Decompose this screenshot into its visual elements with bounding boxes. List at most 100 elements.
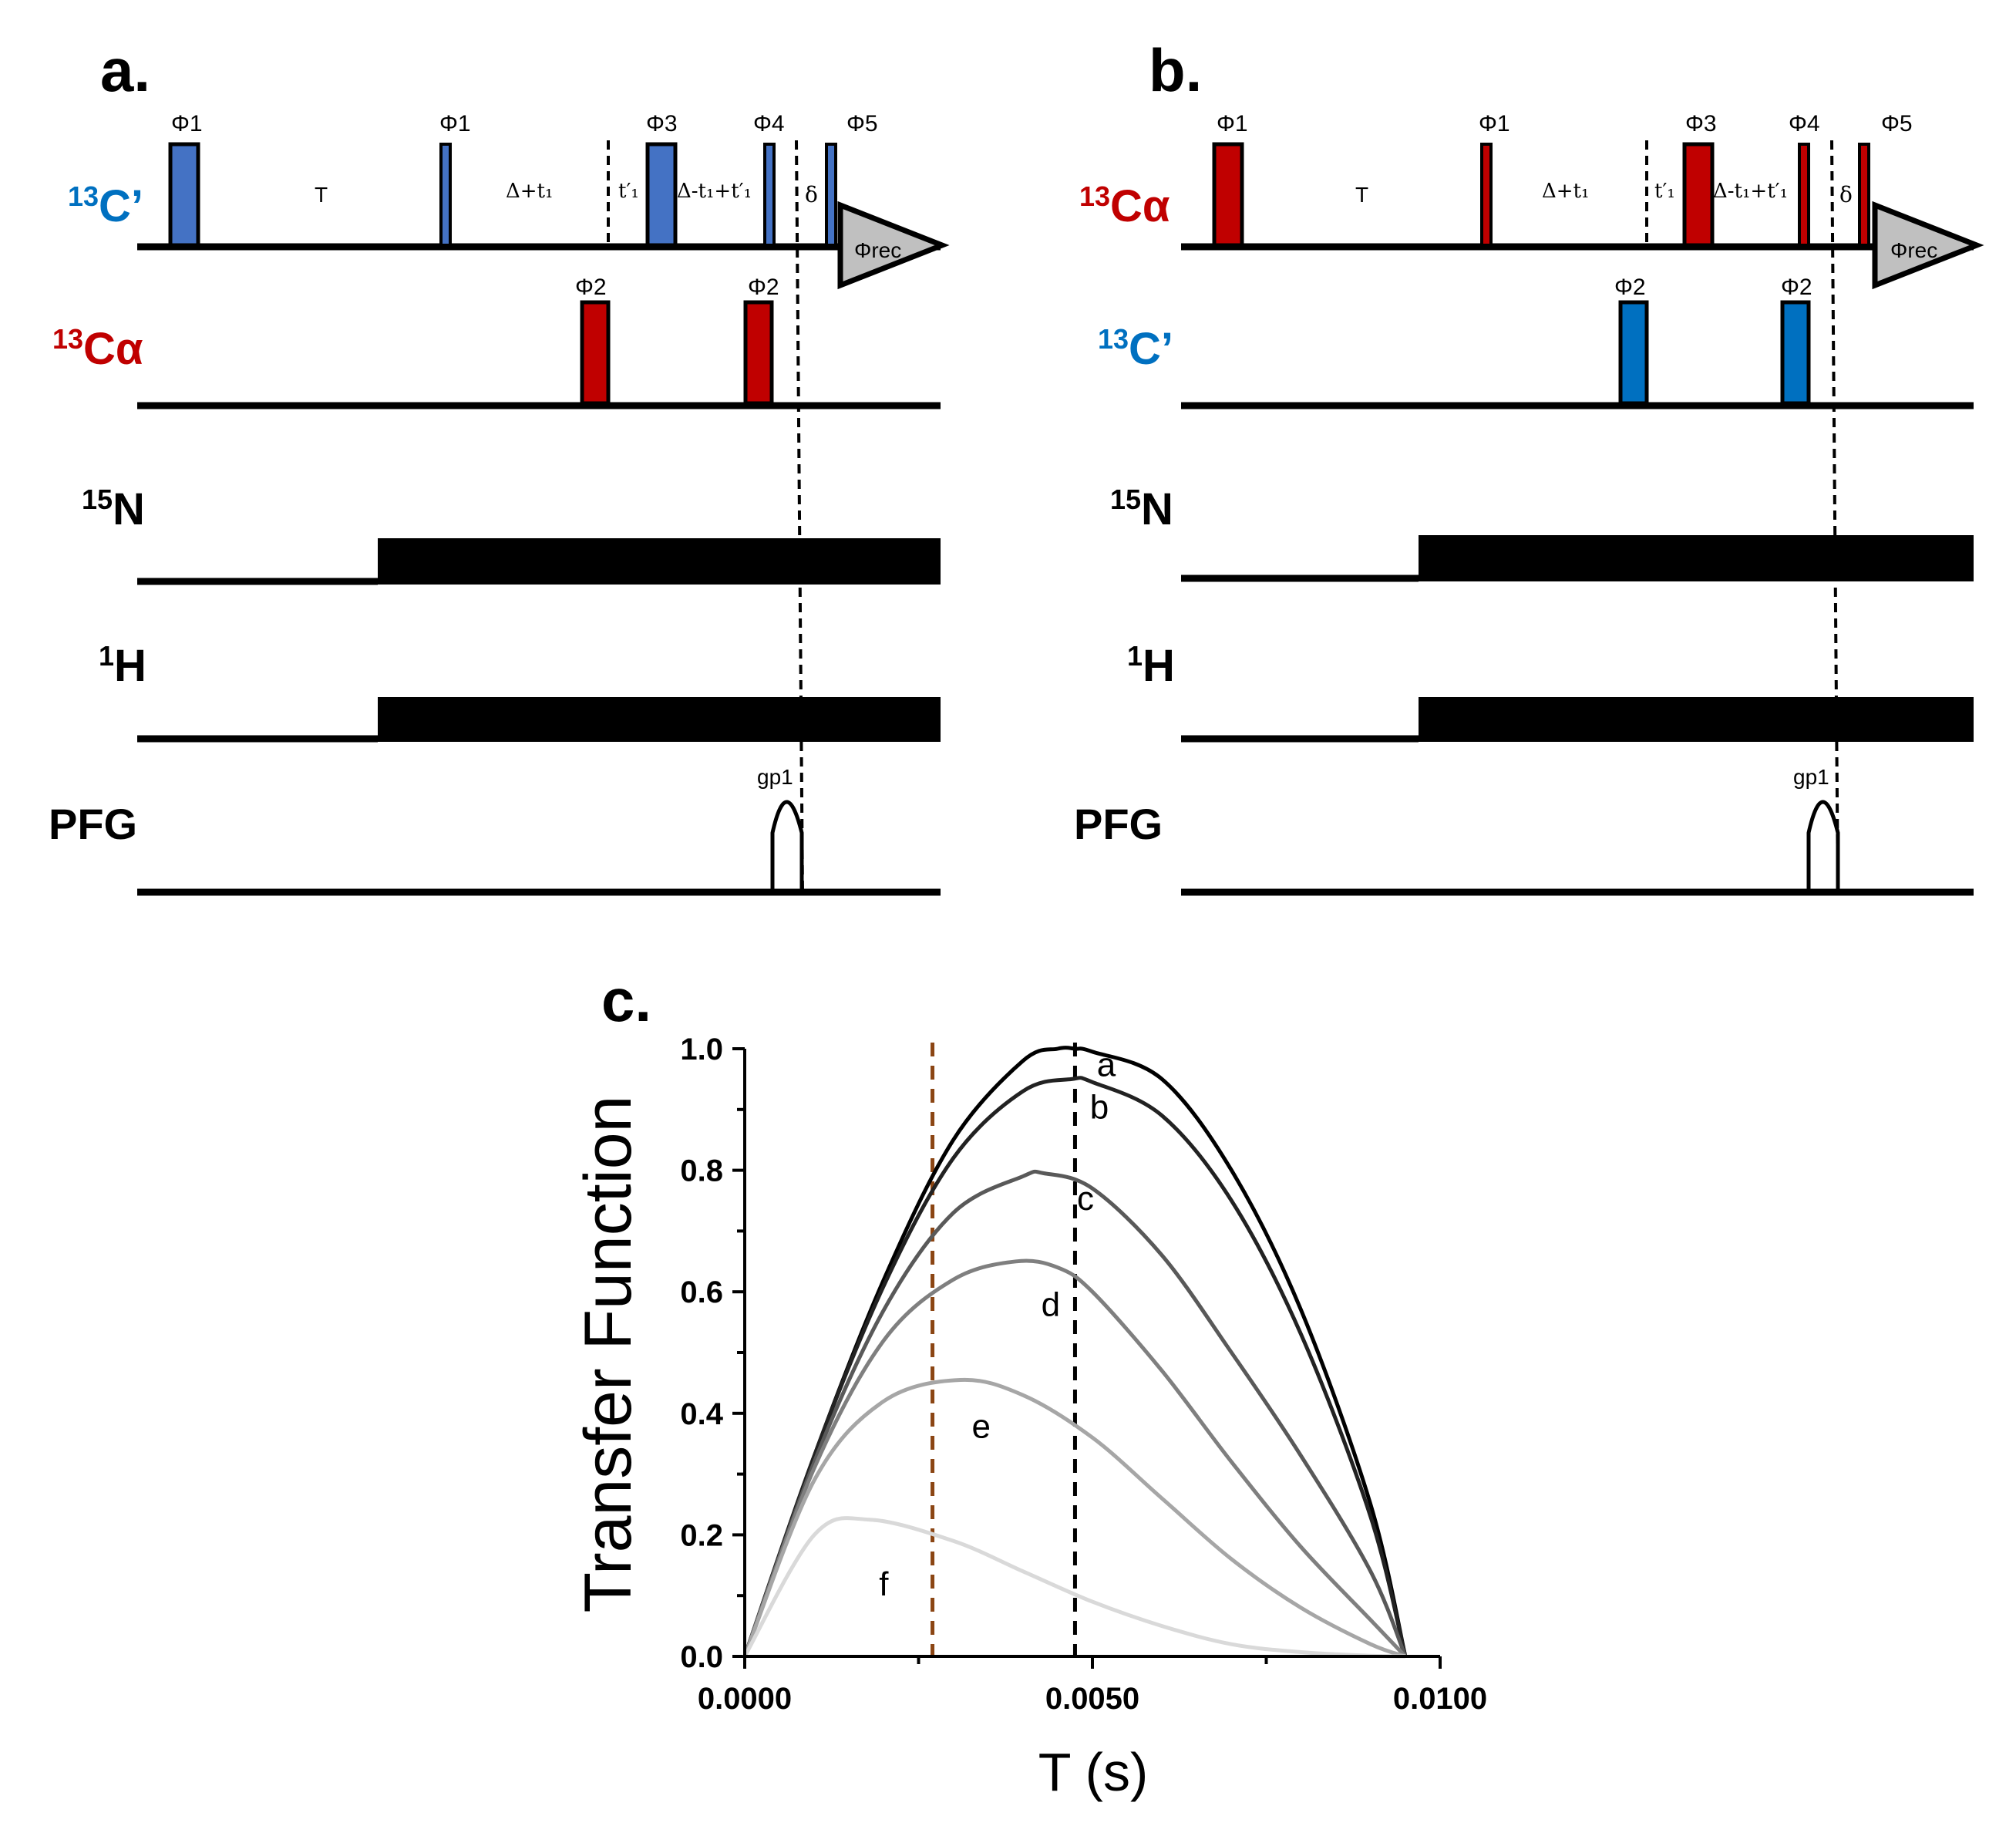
pulse-13c-prime-phi5 (825, 143, 837, 247)
delay-label-small-delta: δ (805, 182, 818, 207)
pulse-13c-prime-phi2-b (1780, 300, 1811, 406)
phase-label-phi5: Φ5 (846, 111, 878, 136)
decoupling-block-1h (378, 697, 941, 742)
nucleus-name: Cα (1110, 181, 1170, 231)
receiver-triangle (837, 200, 950, 290)
channel-label-pfg: PFG (49, 800, 137, 848)
nucleus-name: N (1141, 484, 1173, 534)
nucleus-name: C’ (99, 181, 143, 231)
curve-labels: ab c d e f (879, 1046, 1116, 1603)
y-tick-label: 0.2 (680, 1518, 723, 1552)
x-tick-label: 0.0050 (1045, 1682, 1139, 1716)
pulse-13c-prime-phi2-a (1618, 300, 1649, 406)
pulse-13c-alpha-phi2-b (743, 300, 774, 406)
curve-label-d: d (1042, 1286, 1060, 1324)
isotope-superscript: 15 (82, 483, 113, 515)
curve-d (742, 1258, 1407, 1658)
panel-c-label: c. (601, 966, 651, 1034)
curve-c (742, 1169, 1408, 1657)
delay-label-t1-prime: t′₁ (1654, 180, 1675, 203)
delay-label-small-delta: δ (1839, 182, 1853, 207)
phase-label-phi4: Φ4 (1789, 111, 1820, 136)
panel-a-label: a. (100, 36, 150, 104)
y-tick-labels: 0.0 0.2 0.4 0.6 0.8 1.0 (680, 1033, 723, 1674)
pulse-13c-alpha-phi2-a (580, 300, 611, 406)
nucleus-name: H (114, 641, 146, 691)
receiver-phase-label: Φrec (854, 238, 901, 262)
channel-label-13c-prime: 13C’ (68, 180, 143, 231)
pulse-13c-prime-phi1-b (439, 143, 452, 247)
phase-label-phi1-b: Φ1 (1479, 111, 1510, 136)
delay-label-t1-prime: t′₁ (618, 180, 639, 203)
pulse-13c-alpha-phi5 (1858, 143, 1870, 247)
phase-label-phi3: Φ3 (646, 111, 678, 136)
curve-label-c: c (1077, 1180, 1094, 1218)
channel-label-15n: 15N (1110, 483, 1173, 534)
panel-a: a. 13C’ 13Cα 15N 1H PFG (49, 36, 950, 896)
channel-label-15n: 15N (82, 483, 145, 534)
isotope-superscript: 13 (68, 180, 99, 212)
gradient-pulse-gp1 (1806, 800, 1840, 891)
isotope-superscript: 1 (1127, 640, 1143, 672)
pulse-13c-prime-phi4 (763, 143, 776, 247)
panel-c: c. 0.0000 0.0050 0.0100 0.0 0.2 0.4 0.6 0.8 1.0… (571, 966, 1487, 1802)
dashed-marker-acq (1830, 140, 1839, 893)
pulse-13c-prime-phi1 (168, 142, 200, 248)
curve-label-a: a (1097, 1046, 1116, 1083)
nucleus-name: H (1143, 641, 1175, 691)
isotope-superscript: 13 (1079, 180, 1110, 212)
curve-f (742, 1516, 1405, 1659)
x-axis-label: T (s) (1038, 1742, 1149, 1802)
axis-ticks (732, 1047, 1442, 1669)
receiver-triangle (1872, 200, 1984, 290)
x-tick-label: 0.0100 (1393, 1682, 1487, 1716)
channel-label-13c-alpha: 13Cα (52, 323, 143, 374)
isotope-superscript: 1 (99, 640, 114, 672)
curve-label-f: f (879, 1565, 889, 1603)
nucleus-name: C’ (1129, 324, 1173, 374)
phase-label-phi2-a: Φ2 (1614, 275, 1646, 300)
decoupling-block-1h (1419, 697, 1974, 742)
x-tick-labels: 0.0000 0.0050 0.0100 (698, 1682, 1487, 1716)
channel-label-13c-prime: 13C’ (1098, 323, 1173, 374)
channel-label-1h: 1H (99, 640, 146, 691)
channel-label-pfg: PFG (1074, 800, 1163, 848)
isotope-superscript: 13 (1098, 323, 1129, 355)
curves (742, 1046, 1408, 1659)
decoupling-block-15n (378, 538, 941, 585)
pulse-13c-alpha-phi3 (1682, 142, 1715, 248)
curve-label-b: b (1090, 1089, 1109, 1127)
gradient-pulse-gp1 (770, 800, 804, 891)
channel-label-13c-alpha: 13Cα (1079, 180, 1170, 231)
delay-label-T: T (1355, 183, 1368, 207)
y-tick-label: 0.6 (680, 1275, 723, 1309)
panel-b-label: b. (1149, 36, 1202, 104)
panel-b: b. 13Cα 13C’ 15N 1H PFG Φrec (1074, 36, 1984, 896)
gradient-label: gp1 (1793, 765, 1829, 789)
phase-label-phi4: Φ4 (753, 111, 785, 136)
y-tick-label: 1.0 (680, 1033, 723, 1066)
pulse-13c-prime-phi3 (645, 142, 678, 248)
delay-label-T: T (315, 183, 328, 207)
gradient-label: gp1 (757, 765, 793, 789)
transfer-function-chart: 0.0000 0.0050 0.0100 0.0 0.2 0.4 0.6 0.8 1.0 ab… (571, 1033, 1487, 1802)
isotope-superscript: 13 (52, 323, 83, 355)
phase-label-phi2-a: Φ2 (575, 275, 607, 300)
nucleus-name: Cα (83, 324, 143, 374)
y-axis-label: Transfer Function (571, 1096, 645, 1613)
y-tick-label: 0.0 (680, 1640, 723, 1674)
curve-label-e: e (971, 1407, 990, 1445)
y-tick-label: 0.8 (680, 1154, 723, 1188)
pulse-13c-alpha-phi1 (1212, 142, 1244, 248)
curve-b (742, 1076, 1408, 1657)
nucleus-name: N (113, 484, 145, 534)
phase-label-phi3: Φ3 (1685, 111, 1717, 136)
phase-label-phi5: Φ5 (1881, 111, 1913, 136)
decoupling-block-15n (1419, 535, 1974, 581)
phase-label-phi1-b: Φ1 (439, 111, 471, 136)
phase-label-phi2-b: Φ2 (748, 275, 779, 300)
reference-lines (931, 1043, 1077, 1656)
delay-label-delta-minus-t1: Δ-t₁+t′₁ (677, 180, 752, 203)
channel-label-1h: 1H (1127, 640, 1175, 691)
